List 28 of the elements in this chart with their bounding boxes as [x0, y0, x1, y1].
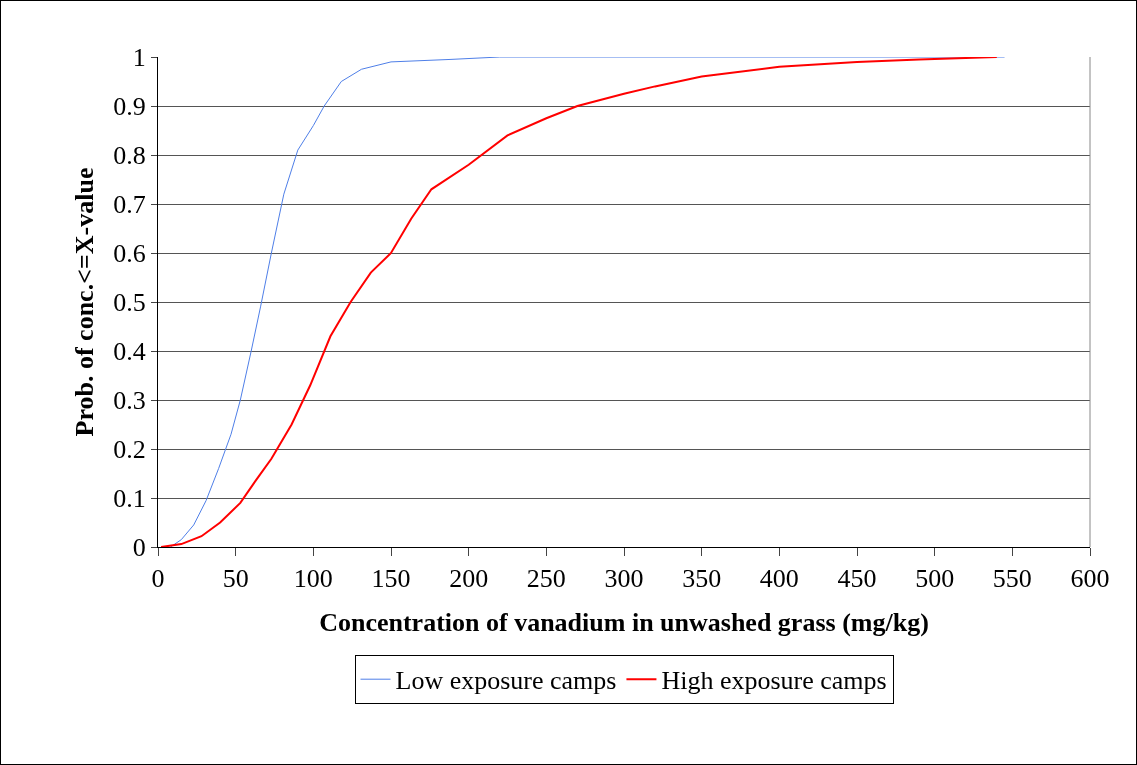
x-tick-label: 250	[526, 564, 566, 594]
y-tick-label: 0.6	[113, 239, 146, 269]
y-tick-label: 0.1	[113, 484, 146, 514]
legend-label: Low exposure camps	[395, 666, 617, 696]
y-tick-label: 0	[132, 533, 146, 563]
x-tick-label: 300	[604, 564, 644, 594]
legend-label: High exposure camps	[661, 666, 887, 696]
x-tick-label: 350	[682, 564, 722, 594]
x-tick-label: 50	[222, 564, 249, 594]
y-tick-label: 0.5	[113, 288, 146, 318]
y-tick-label: 0.7	[113, 190, 146, 220]
y-tick-label: 0.9	[113, 92, 146, 122]
x-axis-title: Concentration of vanadium in unwashed grass (mg/kg)	[319, 607, 929, 637]
x-tick-label: 450	[837, 564, 877, 594]
y-tick-label: 0.8	[113, 141, 146, 171]
y-tick-label: 0.3	[113, 386, 146, 416]
y-tick-label: 1	[132, 43, 146, 73]
x-tick-label: 400	[759, 564, 799, 594]
x-tick-label: 100	[293, 564, 333, 594]
y-axis-title: Prob. of conc.<=X-value	[69, 167, 99, 437]
x-tick-label: 600	[1070, 564, 1110, 594]
y-tick-label: 0.4	[113, 337, 146, 367]
y-tick-label: 0.2	[113, 435, 146, 465]
x-tick-label: 200	[449, 564, 489, 594]
x-tick-label: 500	[915, 564, 955, 594]
x-tick-label: 150	[371, 564, 411, 594]
x-tick-label: 550	[992, 564, 1032, 594]
x-tick-label: 0	[151, 564, 165, 594]
